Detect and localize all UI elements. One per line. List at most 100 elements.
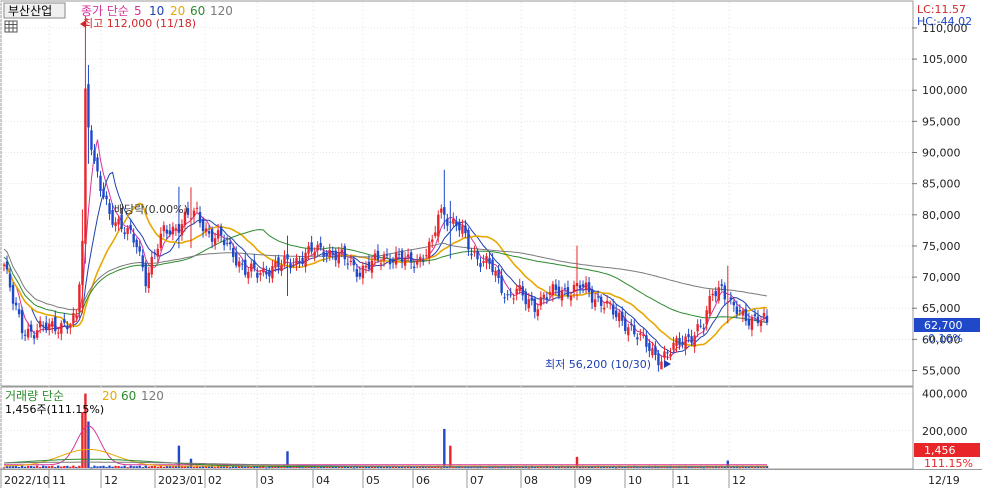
volume-bar [397, 466, 401, 468]
candle-body [283, 256, 286, 264]
price-tick-label: 105,000 [922, 53, 968, 66]
candle-body [307, 246, 310, 254]
volume-bar [141, 467, 144, 469]
volume-bar [687, 466, 690, 468]
candle-body [2, 264, 6, 266]
volume-bar [310, 466, 313, 468]
candle-body [5, 261, 9, 270]
candle-body [602, 307, 606, 310]
candle-body [394, 252, 398, 265]
candle-body [542, 294, 546, 298]
volume-bar [717, 466, 720, 468]
candle-body [765, 315, 769, 323]
volume-bar [548, 466, 552, 468]
table-icon[interactable] [4, 20, 18, 33]
candle-body [437, 214, 440, 237]
volume-bar [183, 466, 187, 468]
candle-body [35, 330, 39, 338]
volume-panel[interactable] [0, 386, 914, 470]
candle-body [630, 323, 633, 326]
volume-bar [45, 466, 48, 468]
candle-body [425, 255, 428, 257]
volume-bar [563, 467, 567, 469]
candle-body [162, 225, 166, 232]
volume-bar [346, 466, 350, 468]
volume-bar [93, 465, 96, 468]
candle-body [120, 214, 123, 229]
volume-bar [723, 466, 726, 468]
dividend-annotation: 배당락(0.00%) [114, 203, 188, 216]
candle-body [114, 222, 117, 227]
ticker-box[interactable] [3, 2, 66, 19]
candle-body [762, 312, 766, 317]
volume-bar [322, 466, 325, 468]
x-axis-label: 05 [366, 474, 380, 487]
candle-body [491, 259, 494, 273]
candle-body [418, 256, 422, 262]
candle-body [599, 296, 603, 306]
candle-body [506, 294, 509, 296]
candle-body [557, 286, 561, 297]
price-badge-change: -0.16% [924, 332, 963, 345]
volume-bar [180, 465, 184, 468]
volume-bar [63, 465, 66, 468]
candle-body [222, 239, 226, 246]
candle-body [108, 203, 111, 214]
candle-body [180, 224, 184, 236]
candle-body [238, 261, 241, 267]
candle-body [201, 219, 205, 232]
price-tick-label: 70,000 [922, 271, 961, 284]
candle-body [313, 252, 316, 256]
legend-ma60: 60 [190, 4, 205, 18]
volume-bar [120, 466, 123, 468]
candle-body [277, 257, 280, 268]
candle-body [159, 233, 163, 248]
volume-bar [382, 466, 386, 468]
candle-body [702, 327, 705, 329]
candle-body [370, 260, 374, 273]
volume-bar [69, 466, 72, 468]
candle-body [63, 319, 66, 323]
candle-body [621, 311, 624, 321]
candle-body [633, 325, 636, 335]
hc-readout: HC:-44.02 [917, 15, 972, 28]
candle-body [509, 294, 512, 296]
volume-bar [225, 465, 229, 468]
candle-body [87, 84, 90, 128]
volume-bars [2, 393, 769, 469]
volume-bar [186, 466, 190, 468]
candle-body [615, 310, 618, 318]
volume-bar [470, 466, 473, 468]
candle-body [376, 250, 380, 261]
volume-bar [259, 466, 262, 468]
candle-body [403, 258, 407, 266]
candle-body [690, 336, 693, 343]
candle-body [581, 284, 585, 287]
candle-body [409, 252, 413, 263]
x-axis-label: 2023/01 [158, 474, 204, 487]
volume-bar [54, 467, 57, 469]
volume-bar [630, 466, 633, 468]
candle-body [72, 313, 75, 323]
volume-bar [449, 445, 452, 468]
volume-bar [111, 466, 114, 468]
candle-body [521, 286, 524, 296]
candle-body [213, 238, 217, 245]
candle-body [105, 195, 108, 200]
candle-body [195, 207, 199, 209]
candle-body [705, 310, 708, 325]
candle-body [334, 250, 337, 261]
candle-body [548, 292, 552, 295]
volume-bar [78, 465, 81, 468]
volume-badge-value: 1,456 [924, 444, 956, 457]
candle-body [337, 252, 340, 264]
candle-body [23, 334, 27, 336]
vlegend-ma60: 60 [121, 389, 136, 403]
candle-body [256, 272, 259, 278]
volume-bar [198, 466, 202, 468]
volume-bar [512, 466, 515, 468]
candle-body [11, 284, 15, 304]
vlegend-ma20: 20 [102, 389, 117, 403]
volume-bar [14, 465, 18, 468]
